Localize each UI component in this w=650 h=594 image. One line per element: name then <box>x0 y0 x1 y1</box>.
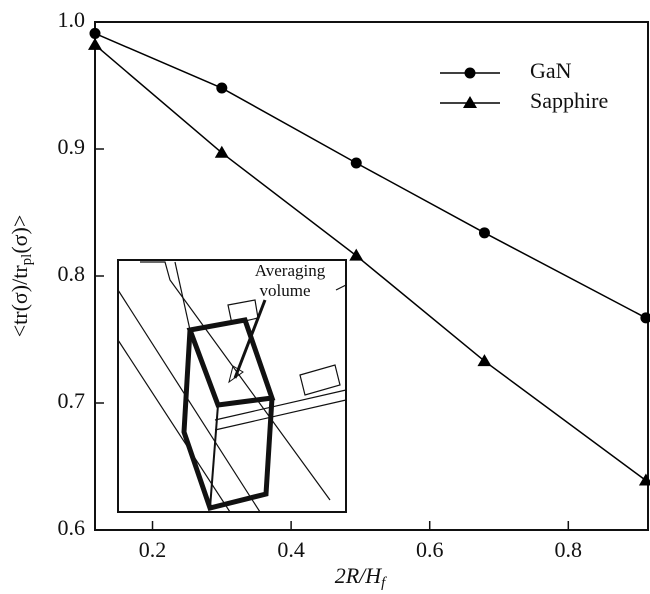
x-axis-label: 2R/Hf <box>335 563 387 591</box>
y-axis-label: <tr(σ)/trpl(σ)> <box>7 215 35 338</box>
x-tick-label: 0.6 <box>416 537 444 562</box>
y-label-main: <tr(σ)/tr <box>7 265 32 338</box>
legend-label: GaN <box>530 58 572 83</box>
marker <box>89 27 101 39</box>
marker <box>350 157 362 169</box>
y-tick-label: 0.6 <box>58 515 86 540</box>
y-label-end: (σ)> <box>7 215 32 254</box>
x-label-main: 2R/H <box>335 563 383 588</box>
marker <box>349 248 364 261</box>
marker <box>638 473 650 486</box>
marker <box>88 37 102 50</box>
y-tick-label: 0.9 <box>58 134 86 159</box>
y-tick-label: 1.0 <box>58 7 86 32</box>
inset-annotation: volume <box>260 281 311 300</box>
marker <box>216 82 228 94</box>
inset-figure: Averaging volume <box>117 259 347 513</box>
y-tick-label: 0.7 <box>58 388 86 413</box>
marker <box>477 354 492 367</box>
marker <box>478 227 490 239</box>
x-tick-label: 0.8 <box>555 537 583 562</box>
marker <box>214 145 229 158</box>
y-label-sub: pl <box>19 254 35 266</box>
y-tick-label: 0.8 <box>58 261 86 286</box>
marker <box>463 96 477 108</box>
x-label-sub: f <box>381 575 387 591</box>
x-tick-label: 0.2 <box>139 537 167 562</box>
marker <box>464 67 476 79</box>
marker <box>640 312 650 324</box>
legend-label: Sapphire <box>530 88 608 113</box>
inset-annotation: Averaging <box>255 261 326 280</box>
x-tick-label: 0.4 <box>277 537 305 562</box>
